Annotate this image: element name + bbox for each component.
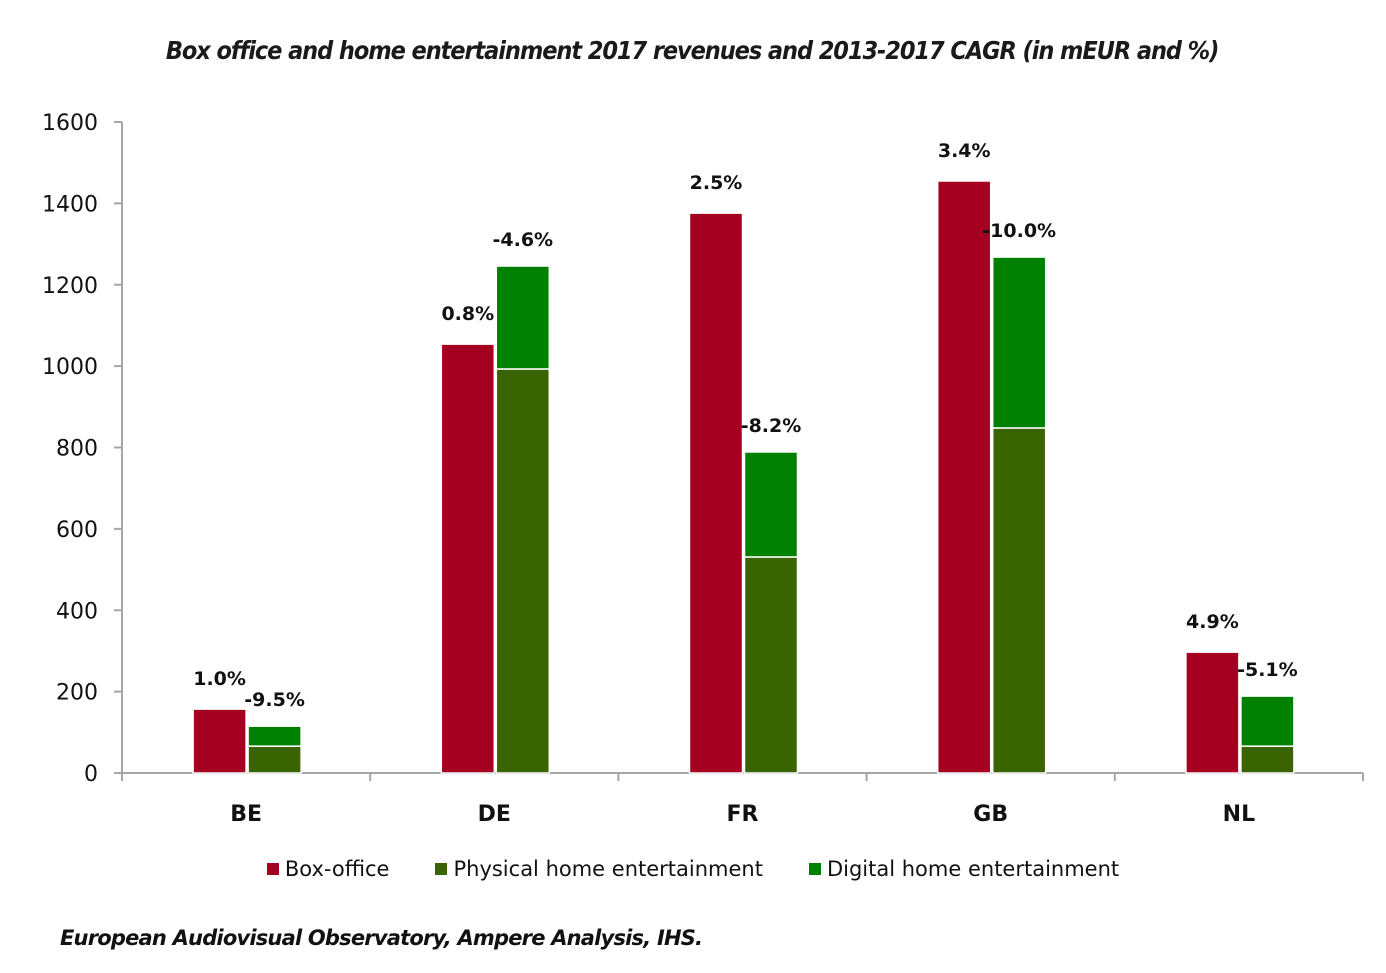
data-label-box-office: 3.4% — [938, 140, 991, 162]
y-tick-label: 200 — [56, 681, 98, 706]
bar-digital-home-entertainment — [743, 451, 799, 558]
bar-physical-home-entertainment — [495, 368, 551, 774]
y-tick-label: 1400 — [42, 192, 98, 217]
legend-swatch-physical — [435, 863, 448, 875]
bar-box-office — [936, 180, 992, 774]
data-label-box-office: 4.9% — [1186, 611, 1239, 633]
y-tick-label: 0 — [84, 762, 98, 787]
bar-physical-home-entertainment — [1240, 745, 1295, 774]
bar-physical-home-entertainment — [247, 745, 302, 774]
data-label-box-office: 1.0% — [193, 668, 246, 690]
legend-item-digital: Digital home entertainment — [808, 857, 1120, 881]
bar-box-office — [440, 343, 496, 774]
legend: Box-office Physical home entertainment D… — [0, 857, 1386, 881]
bar-physical-home-entertainment — [743, 556, 799, 774]
bar-digital-home-entertainment — [495, 265, 551, 370]
data-label-home-entertainment: -9.5% — [244, 689, 305, 711]
y-tick-label: 1600 — [42, 111, 98, 136]
x-tick-label: DE — [478, 802, 511, 827]
legend-swatch-box-office — [266, 863, 279, 875]
x-tick-label: NL — [1223, 802, 1255, 827]
y-tick-label: 600 — [56, 518, 98, 543]
data-labels: 1.0%-9.5% 0.8% -4.6% 2.5% -8.2% 3.4% -10.0% 4.9… — [193, 140, 1297, 711]
x-tick-label: GB — [973, 802, 1008, 827]
source-note: European Audiovisual Observatory, Ampere… — [60, 926, 703, 950]
bar-digital-home-entertainment — [1240, 695, 1295, 747]
data-label-box-office: 2.5% — [690, 172, 743, 194]
legend-label-physical: Physical home entertainment — [453, 857, 763, 881]
legend-item-box-office: Box-office — [266, 857, 390, 881]
data-label-home-entertainment: -5.1% — [1237, 659, 1298, 681]
data-label-box-office: 0.8% — [441, 303, 494, 325]
y-tick-label: 800 — [56, 437, 98, 462]
data-label-home-entertainment: -8.2% — [741, 415, 802, 437]
bar-box-office — [1185, 651, 1240, 774]
legend-label-box-office: Box-office — [284, 857, 390, 881]
x-tick-label: BE — [230, 802, 262, 827]
bar-digital-home-entertainment — [991, 256, 1047, 429]
bar-digital-home-entertainment — [247, 725, 302, 747]
data-label-home-entertainment: -10.0% — [982, 220, 1056, 242]
y-tick-label: 1200 — [42, 274, 98, 299]
y-tick-label: 1000 — [42, 355, 98, 380]
bar-box-office — [192, 708, 247, 774]
bars — [192, 180, 1295, 774]
legend-swatch-digital — [808, 863, 821, 875]
x-tick-label: FR — [727, 802, 759, 827]
bar-box-office — [688, 212, 744, 774]
y-tick-label: 400 — [56, 599, 98, 624]
bar-physical-home-entertainment — [991, 427, 1047, 774]
chart-title: Box office and home entertainment 2017 r… — [165, 36, 1220, 65]
legend-item-physical: Physical home entertainment — [435, 857, 763, 881]
legend-label-digital: Digital home entertainment — [826, 857, 1120, 881]
data-label-home-entertainment: -4.6% — [493, 229, 554, 251]
